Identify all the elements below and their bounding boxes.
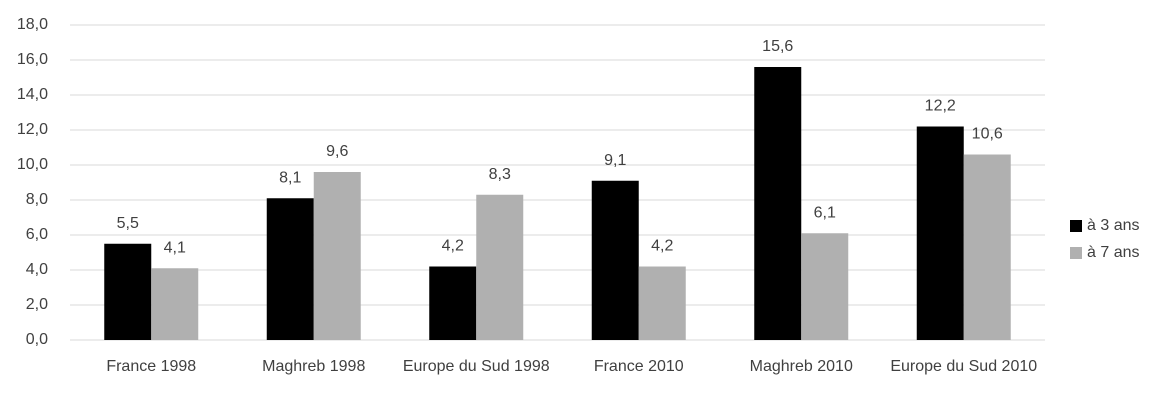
value-label: 5,5	[117, 215, 139, 232]
value-label: 4,2	[651, 238, 673, 255]
legend-swatch	[1070, 220, 1082, 232]
legend-label: à 7 ans	[1087, 244, 1139, 261]
legend-label: à 3 ans	[1087, 217, 1139, 234]
y-tick-label: 12,0	[17, 121, 48, 138]
bar	[476, 194, 524, 340]
value-label: 10,6	[972, 126, 1003, 143]
bar	[801, 233, 849, 340]
value-label: 6,1	[814, 204, 836, 221]
value-label: 9,1	[604, 152, 626, 169]
value-label: 4,2	[442, 238, 464, 255]
bar	[313, 172, 361, 340]
y-tick-label: 16,0	[17, 51, 48, 68]
y-tick-label: 0,0	[26, 331, 48, 348]
bar	[754, 67, 802, 340]
y-tick-label: 6,0	[26, 226, 48, 243]
bar	[104, 243, 152, 340]
bar	[963, 154, 1011, 340]
y-tick-label: 4,0	[26, 261, 48, 278]
y-tick-label: 14,0	[17, 86, 48, 103]
y-tick-label: 8,0	[26, 191, 48, 208]
x-tick-label: Maghreb 1998	[262, 358, 365, 375]
y-tick-label: 2,0	[26, 296, 48, 313]
value-label: 4,1	[164, 239, 186, 256]
bar	[916, 126, 964, 340]
bar	[266, 198, 314, 340]
x-tick-label: Maghreb 2010	[750, 358, 853, 375]
legend-swatch	[1070, 247, 1082, 259]
value-label: 8,1	[279, 169, 301, 186]
value-label: 15,6	[762, 38, 793, 55]
value-label: 12,2	[925, 98, 956, 115]
bar	[151, 268, 199, 340]
bar	[638, 266, 686, 340]
y-tick-label: 10,0	[17, 156, 48, 173]
x-tick-label: France 1998	[106, 358, 196, 375]
y-tick-label: 18,0	[17, 16, 48, 33]
value-label: 8,3	[489, 166, 511, 183]
bar	[591, 180, 639, 340]
x-tick-label: Europe du Sud 1998	[403, 358, 550, 375]
bar	[429, 266, 477, 340]
x-tick-label: France 2010	[594, 358, 684, 375]
value-label: 9,6	[326, 143, 348, 160]
x-tick-label: Europe du Sud 2010	[890, 358, 1037, 375]
